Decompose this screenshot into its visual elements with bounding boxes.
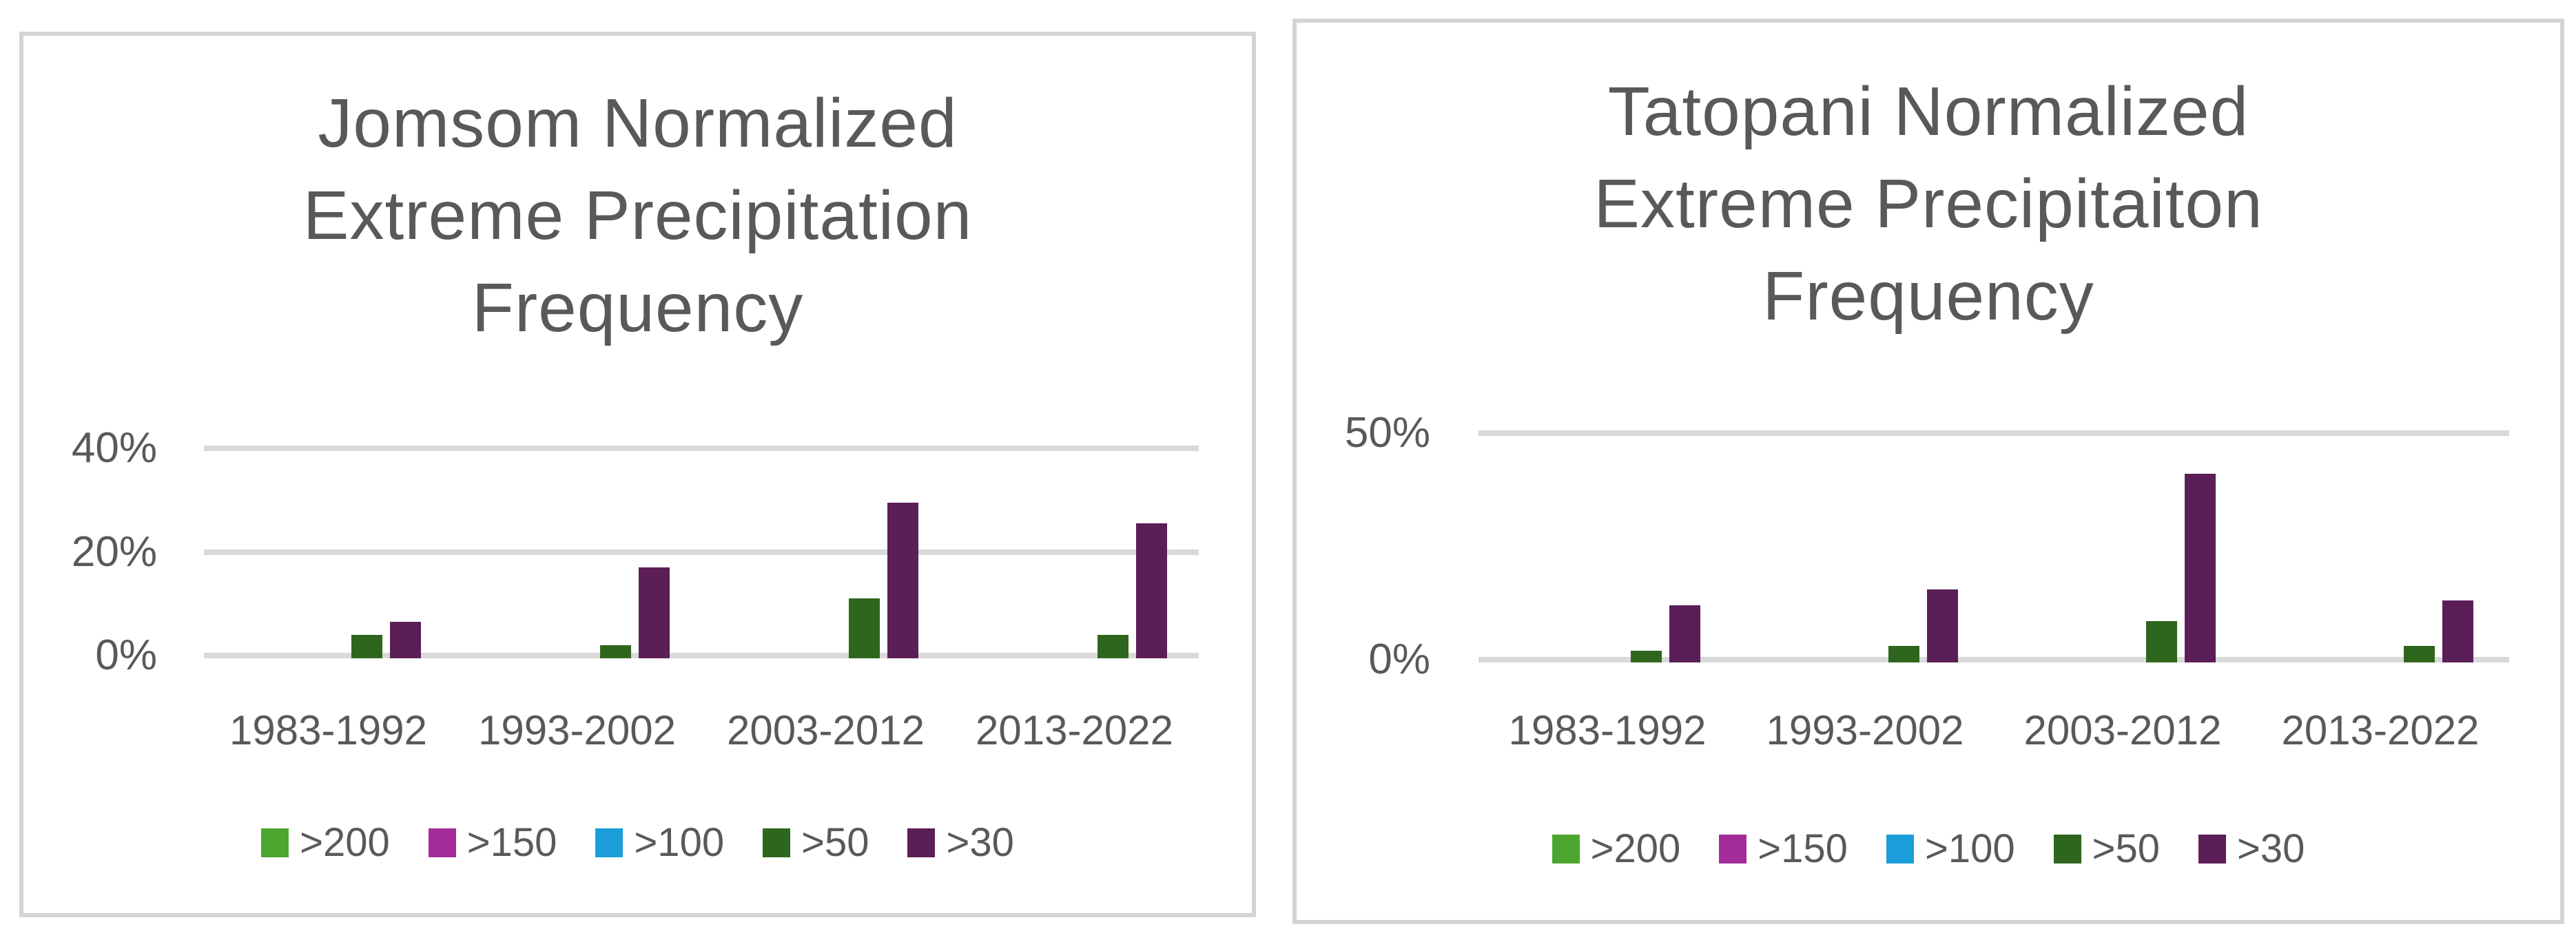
jomsom-chart-title: Jomsom Normalized Extreme Precipitation … (302, 85, 973, 346)
bar-gt50-1993-2002 (1888, 646, 1919, 662)
x-axis-label: 2003-2012 (727, 707, 925, 753)
bar-gt30-2013-2022 (1136, 523, 1167, 658)
legend-swatch-icon (428, 828, 456, 857)
legend-item: >30 (907, 820, 1014, 865)
gridline (204, 653, 1199, 658)
legend-item: >200 (261, 822, 390, 864)
y-axis-label: 20% (71, 527, 157, 576)
x-axis-label: 1983-1992 (229, 707, 427, 753)
gridline (204, 446, 1199, 451)
legend-label: >30 (946, 820, 1014, 865)
gridline (1478, 657, 2509, 662)
y-axis-label: 0% (1368, 636, 1430, 683)
legend-label: >200 (300, 820, 390, 865)
y-axis-label: 50% (1344, 409, 1430, 457)
tatopani-chart-card: Tatopani Normalized Extreme Precipitaito… (1292, 19, 2564, 924)
legend-item: >150 (1719, 828, 1848, 870)
bar-gt50-1993-2002 (600, 645, 631, 658)
x-axis-label: 1983-1992 (1508, 707, 1707, 753)
x-axis-label: 2013-2022 (2281, 707, 2480, 753)
bar-gt50-1983-1992 (351, 635, 382, 658)
legend-item: >50 (2053, 826, 2160, 871)
legend-swatch-icon (1719, 835, 1747, 864)
legend-item: >30 (2198, 828, 2305, 870)
bar-gt50-2003-2012 (2146, 621, 2177, 662)
bar-gt50-2003-2012 (849, 598, 880, 658)
bar-gt50-1983-1992 (1631, 651, 1662, 662)
x-axis-label: 1993-2002 (1766, 707, 1964, 753)
legend-swatch-icon (1886, 835, 1914, 864)
legend-label: >50 (801, 820, 869, 865)
bar-gt30-2003-2012 (2185, 474, 2216, 662)
legend-swatch-icon (595, 828, 624, 857)
legend-swatch-icon (2053, 835, 2081, 864)
legend-label: >100 (1924, 826, 2015, 871)
legend-item: >100 (1886, 828, 2015, 870)
x-axis-label: 2003-2012 (2023, 707, 2222, 753)
bar-gt30-2013-2022 (2442, 600, 2473, 662)
gridline (1478, 430, 2509, 436)
x-axis-label: 1993-2002 (478, 707, 676, 753)
bar-gt30-2003-2012 (887, 503, 918, 658)
legend-swatch-icon (763, 828, 791, 857)
legend-label: >50 (2092, 826, 2160, 871)
legend-label: >150 (1758, 826, 1848, 871)
legend-label: >150 (466, 820, 557, 865)
bar-gt30-1983-1992 (1669, 605, 1700, 662)
legend-item: >200 (1552, 826, 1681, 871)
x-axis-label: 2013-2022 (976, 707, 1173, 753)
legend-item: >100 (595, 822, 724, 864)
legend-swatch-icon (261, 828, 289, 857)
bar-gt50-2013-2022 (2404, 646, 2435, 662)
bar-gt30-1993-2002 (639, 567, 670, 658)
legend-label: >200 (1590, 826, 1681, 871)
legend-item: >150 (428, 820, 557, 865)
bar-gt50-2013-2022 (1098, 635, 1129, 658)
legend-label: >100 (634, 820, 725, 865)
legend-item: >50 (763, 822, 869, 864)
legend-swatch-icon (1552, 835, 1580, 864)
bar-gt30-1993-2002 (1927, 589, 1958, 662)
gridline (204, 549, 1199, 555)
tatopani-legend: >200 >150 >100 >50 >30 (1297, 828, 2560, 870)
bar-gt30-1983-1992 (390, 622, 421, 658)
legend-swatch-icon (2198, 835, 2226, 864)
tatopani-chart-title: Tatopani Normalized Extreme Precipitaito… (1594, 73, 2263, 335)
jomsom-chart-card: Jomsom Normalized Extreme Precipitation … (19, 32, 1256, 917)
y-axis-label: 40% (71, 424, 157, 472)
legend-swatch-icon (907, 828, 936, 857)
y-axis-label: 0% (95, 631, 157, 679)
jomsom-legend: >200 >150 >100 >50 >30 (23, 822, 1252, 864)
legend-label: >30 (2236, 826, 2305, 871)
